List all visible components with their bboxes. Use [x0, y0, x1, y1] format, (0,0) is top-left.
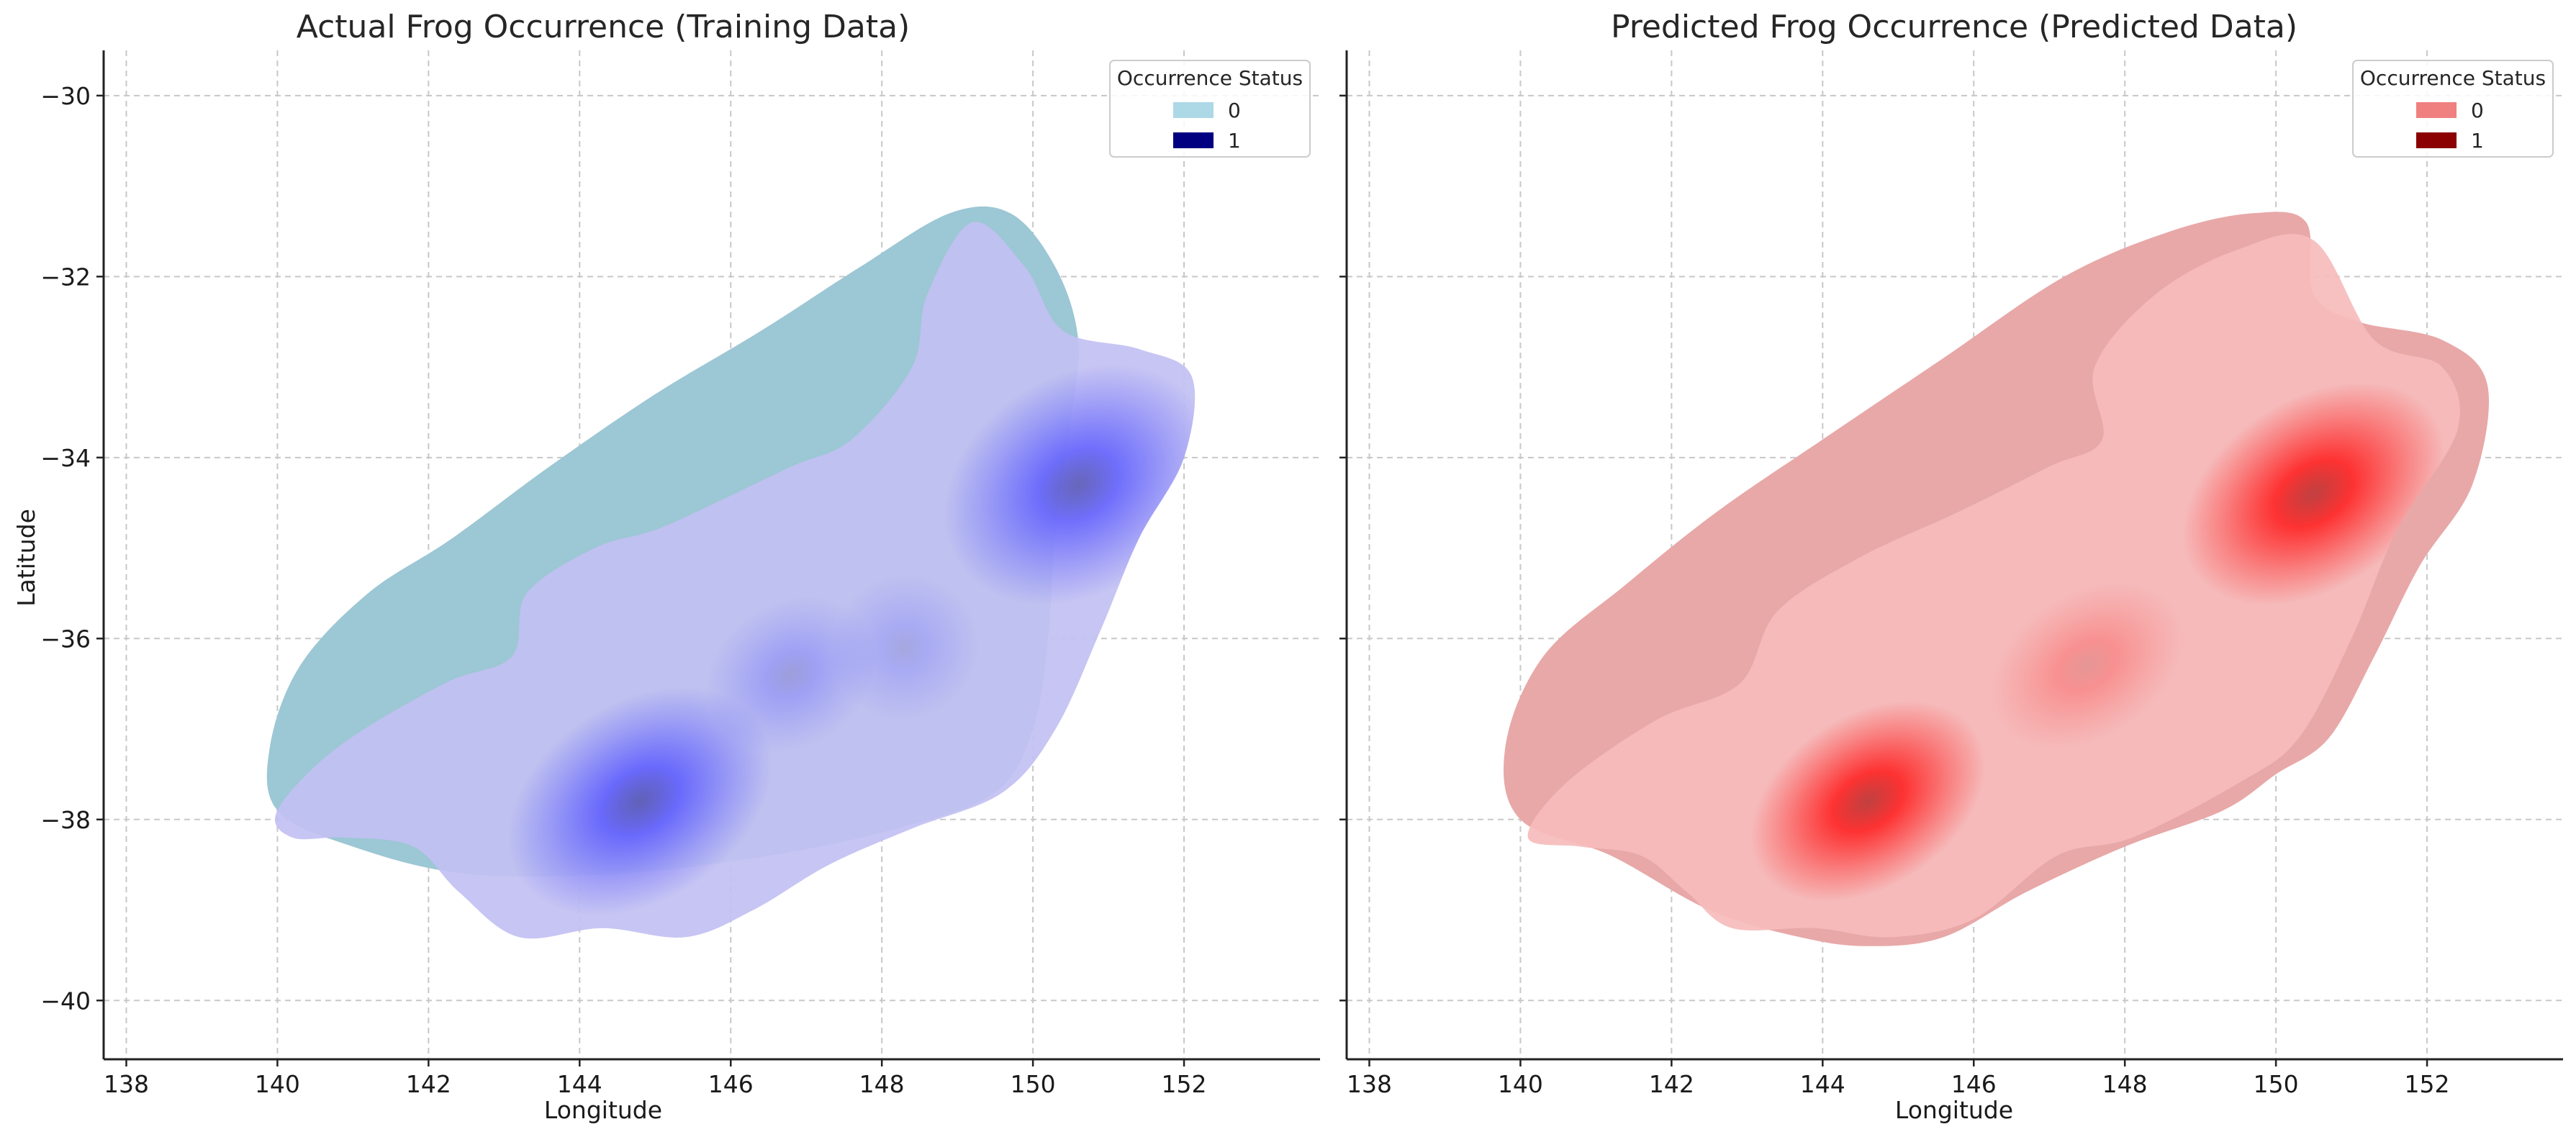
legend-title: Occurrence Status — [1117, 66, 1303, 90]
y-tick-label-5: −40 — [40, 987, 91, 1015]
density-hotspots-status-1 — [1750, 382, 2445, 902]
x-tick-label-4: 146 — [708, 1070, 754, 1098]
density-hotspot-3 — [829, 574, 980, 721]
x-tick-label-6: 150 — [1011, 1070, 1056, 1098]
right-chart-axes: 138 140 142 144 146 148 150 152 — [1339, 50, 2563, 1098]
left-chart-panel: Actual Frog Occurrence (Training Data) 1… — [12, 9, 1320, 1124]
x-tick-label-0: 138 — [104, 1070, 149, 1098]
y-tick-label-2: −34 — [40, 444, 91, 472]
x-tick-label-7: 152 — [1162, 1070, 1207, 1098]
right-chart-panel: Predicted Frog Occurrence (Predicted Dat… — [1339, 9, 2563, 1124]
left-chart-plot-area — [266, 206, 1196, 939]
x-tick-label-4: 146 — [1951, 1070, 1997, 1098]
density-hotspot-1 — [2182, 382, 2445, 606]
legend-swatch-1 — [1173, 132, 1214, 148]
y-tick-label-1: −32 — [40, 263, 91, 291]
right-chart-title: Predicted Frog Occurrence (Predicted Dat… — [1611, 9, 2297, 45]
x-tick-label-7: 152 — [2405, 1070, 2450, 1098]
density-hotspot-0 — [507, 687, 772, 916]
x-tick-label-6: 150 — [2254, 1070, 2299, 1098]
density-hotspot-0 — [1750, 701, 1986, 902]
legend-swatch-0 — [2416, 102, 2457, 118]
left-chart-title: Actual Frog Occurrence (Training Data) — [297, 9, 910, 45]
density-hotspot-2 — [1989, 581, 2184, 750]
density-region-status-1 — [275, 222, 1196, 939]
x-tick-label-2: 142 — [1649, 1070, 1694, 1098]
y-tick-label-3: −36 — [40, 625, 91, 653]
x-tick-label-3: 144 — [557, 1070, 602, 1098]
density-hotspots-status-1 — [507, 364, 1196, 916]
legend-label-1: 1 — [2471, 129, 2484, 153]
right-chart-plot-area — [1504, 212, 2490, 946]
x-tick-label-1: 140 — [255, 1070, 300, 1098]
right-x-axis-label: Longitude — [1895, 1096, 2013, 1124]
x-tick-label-3: 144 — [1800, 1070, 1845, 1098]
density-region-status-1 — [1527, 234, 2460, 938]
x-tick-label-5: 148 — [2102, 1070, 2148, 1098]
left-chart-legend: Occurrence Status 0 1 — [1109, 60, 1311, 158]
y-tick-label-4: −38 — [40, 806, 91, 834]
right-chart-legend: Occurrence Status 0 1 — [2352, 60, 2554, 158]
y-tick-label-0: −30 — [40, 82, 91, 110]
legend-label-0: 0 — [2471, 99, 2484, 122]
left-chart-axes: 138 140 142 144 146 148 150 152 −30 −32 −34 −36 −38 −… — [40, 50, 1320, 1098]
x-tick-label-2: 142 — [406, 1070, 451, 1098]
x-tick-label-5: 148 — [859, 1070, 905, 1098]
legend-swatch-1 — [2416, 132, 2457, 148]
x-tick-label-1: 140 — [1498, 1070, 1543, 1098]
legend-title: Occurrence Status — [2360, 66, 2546, 90]
left-x-axis-label: Longitude — [544, 1096, 662, 1124]
legend-swatch-0 — [1173, 102, 1214, 118]
legend-label-0: 0 — [1228, 99, 1241, 122]
x-tick-label-0: 138 — [1347, 1070, 1392, 1098]
legend-label-1: 1 — [1228, 129, 1241, 153]
left-y-axis-label: Latitude — [12, 509, 40, 607]
